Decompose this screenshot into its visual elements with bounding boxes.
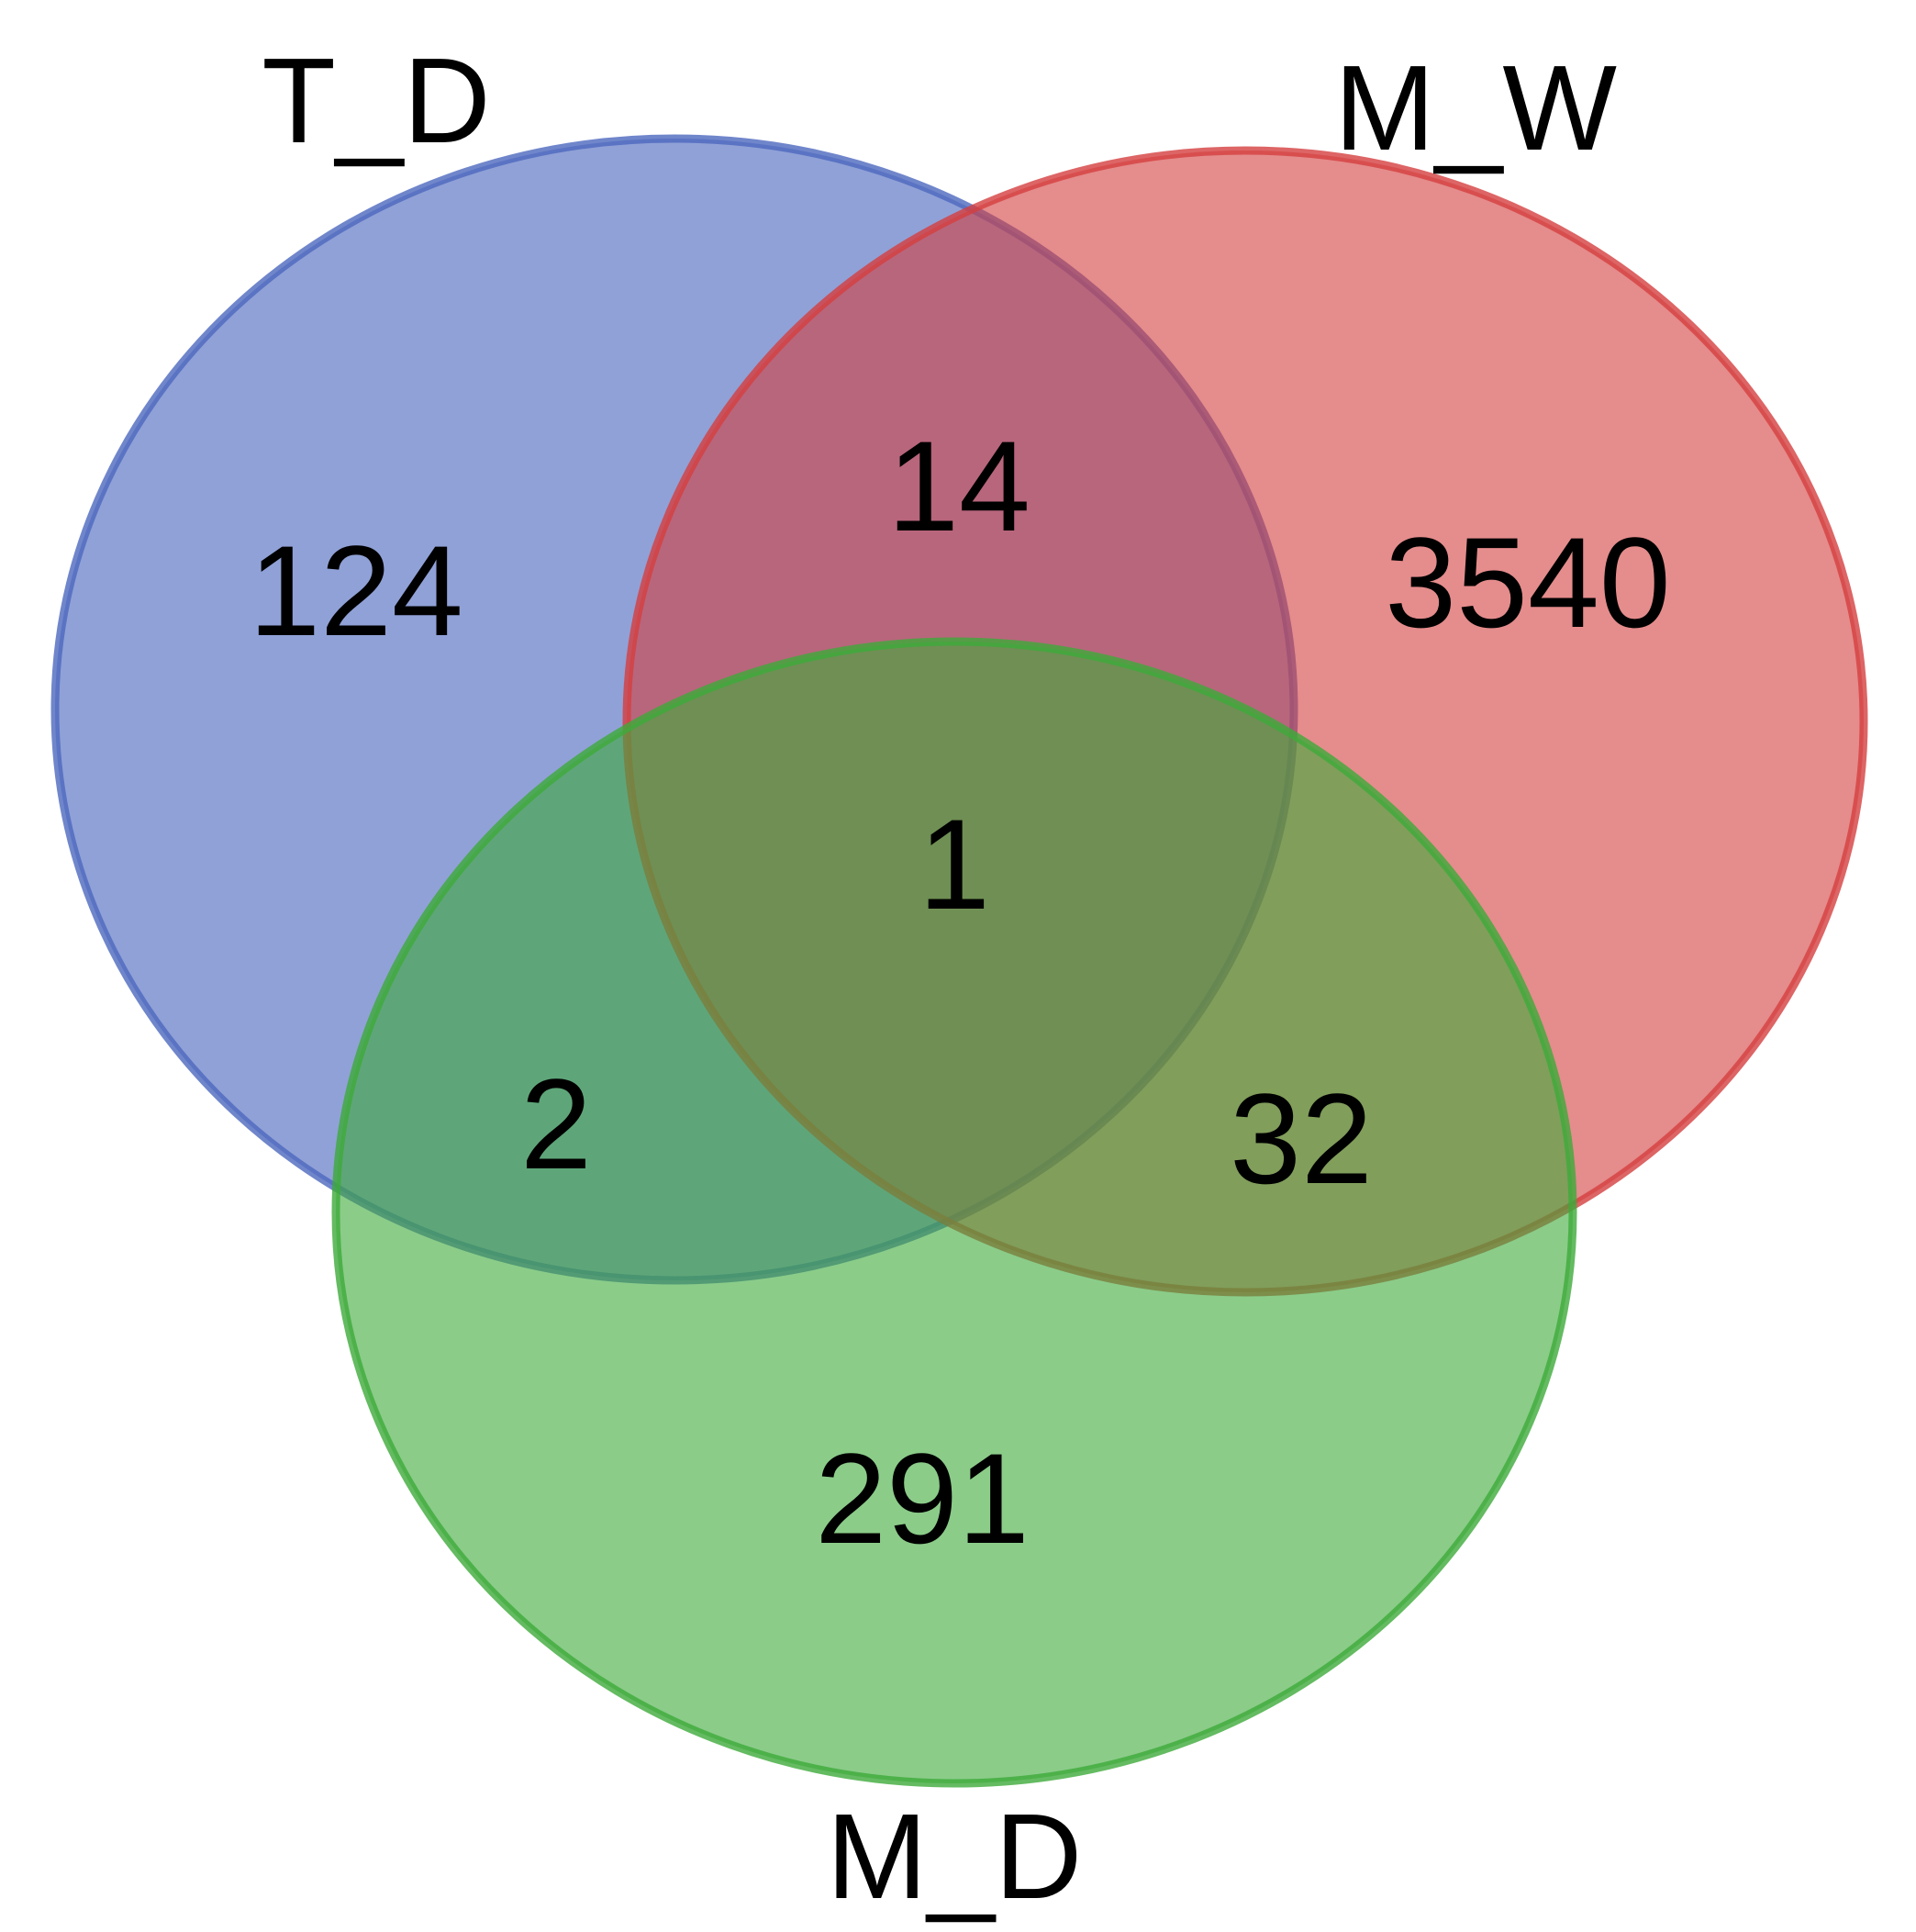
set-labels: T_D M_W M_D [262, 33, 1617, 1924]
region-counts: 124 14 3540 1 2 32 291 [249, 414, 1671, 1570]
count-mw-md: 32 [1230, 1067, 1373, 1211]
set-label-mw: M_W [1334, 40, 1617, 175]
count-md-only: 291 [815, 1426, 1030, 1570]
count-mw-only: 3540 [1385, 510, 1670, 654]
count-td-mw-md: 1 [919, 792, 990, 936]
count-td-only: 124 [249, 519, 463, 663]
set-ellipse-md [331, 637, 1577, 1788]
set-label-md: M_D [827, 1789, 1083, 1924]
count-td-md: 2 [520, 1052, 592, 1196]
set-circles [50, 134, 1868, 1788]
count-td-mw: 14 [887, 414, 1030, 558]
set-label-td: T_D [262, 33, 490, 168]
